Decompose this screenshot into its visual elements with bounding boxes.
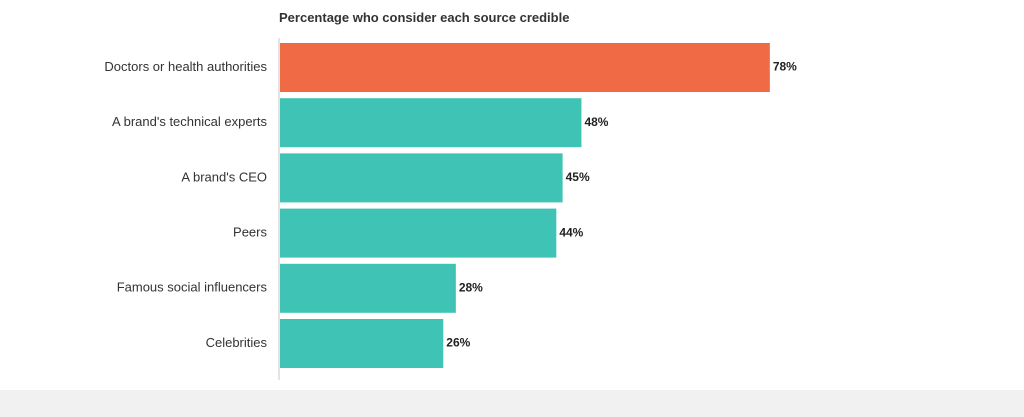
category-label-a-brand-s-ceo: A brand's CEO [181, 169, 267, 184]
bar-celebrities [280, 319, 444, 368]
category-label-famous-social-influencers: Famous social influencers [117, 280, 268, 295]
footer-band [0, 390, 1024, 417]
bar-peers [280, 208, 557, 258]
bar-chart: Doctors or health authorities 78% A brand'… [104, 38, 797, 380]
category-label-celebrities: Celebrities [206, 335, 268, 350]
bar-a-brand-s-ceo [280, 153, 563, 203]
value-label-peers: 44% [559, 225, 583, 239]
category-label-doctors-or-health-authorities: Doctors or health authorities [104, 59, 267, 74]
bar-doctors-or-health-authorities [280, 43, 770, 92]
value-label-doctors-or-health-authorities: 78% [773, 60, 797, 74]
value-label-a-brand-s-technical-experts: 48% [584, 115, 608, 129]
category-label-a-brand-s-technical-experts: A brand's technical experts [112, 114, 267, 129]
bar-famous-social-influencers [280, 263, 456, 313]
category-label-peers: Peers [233, 225, 267, 240]
bar-a-brand-s-technical-experts [280, 98, 582, 148]
value-label-famous-social-influencers: 28% [459, 280, 483, 294]
bars-layer: Doctors or health authorities 78% A brand'… [104, 43, 797, 368]
value-label-celebrities: 26% [446, 336, 470, 350]
value-label-a-brand-s-ceo: 45% [566, 170, 590, 184]
chart-title: Percentage who consider each source cred… [279, 10, 570, 25]
